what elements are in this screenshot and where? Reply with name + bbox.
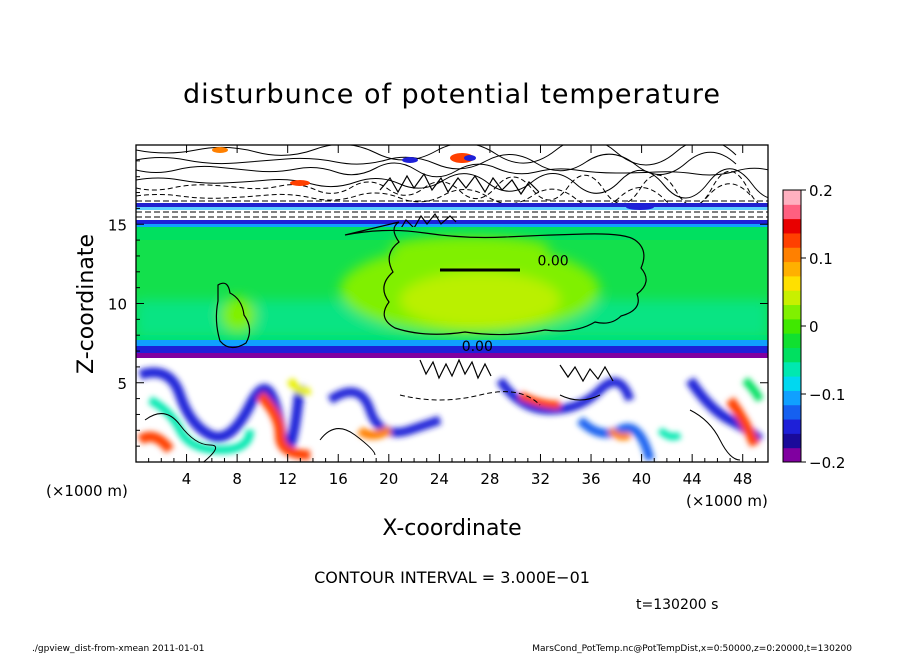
x-axis: 4 8 12 16 20 24 28 32 36 40 44 48 bbox=[148, 145, 756, 488]
colorbar-segment bbox=[783, 190, 801, 205]
colorbar-tick-label: 0.2 bbox=[809, 182, 833, 200]
footer-right: MarsCond_PotTemp.nc@PotTempDist,x=0:5000… bbox=[532, 644, 852, 654]
y-tick-label: 5 bbox=[117, 375, 127, 393]
colorbar-tick-label: −0.2 bbox=[809, 454, 845, 472]
colorbar-segment bbox=[783, 390, 801, 406]
x-tick-label: 20 bbox=[379, 470, 398, 488]
contour-label: 0.00 bbox=[462, 339, 493, 355]
contour-interval: CONTOUR INTERVAL = 3.000E−01 bbox=[314, 568, 590, 587]
y-axis: 5 10 15 bbox=[108, 160, 768, 447]
colorbar bbox=[782, 189, 802, 463]
colorbar-segment bbox=[783, 290, 801, 306]
colorbar-segment bbox=[783, 376, 801, 391]
contour-labels: 0.00 0.00 bbox=[462, 253, 569, 355]
colorbar-tick-label: 0.1 bbox=[809, 250, 833, 268]
colorbar-segment bbox=[783, 361, 801, 377]
colorbar-segment bbox=[783, 333, 801, 348]
colorbar-tick-label: −0.1 bbox=[809, 386, 845, 404]
colorbar-segment bbox=[783, 347, 801, 363]
heatmap-field bbox=[136, 145, 768, 462]
x-tick-label: 8 bbox=[232, 470, 242, 488]
footer-left: ./gpview_dist-from-xmean 2011-01-01 bbox=[32, 644, 204, 654]
x-tick-label: 4 bbox=[182, 470, 192, 488]
colorbar-segment bbox=[783, 419, 801, 434]
colorbar-segment bbox=[783, 304, 801, 320]
colorbar-segment bbox=[783, 218, 801, 234]
x-unit-left: (×1000 m) bbox=[46, 482, 128, 500]
colorbar-segment bbox=[783, 433, 801, 449]
x-tick-label: 16 bbox=[329, 470, 348, 488]
x-tick-label: 32 bbox=[531, 470, 550, 488]
y-tick-label: 10 bbox=[108, 296, 127, 314]
colorbar-segment bbox=[783, 275, 801, 291]
x-tick-label: 48 bbox=[733, 470, 752, 488]
colorbar-segment bbox=[783, 232, 801, 248]
y-tick-label: 15 bbox=[108, 216, 127, 234]
x-tick-label: 24 bbox=[430, 470, 449, 488]
colorbar-ticks: 0.2 0.1 0 −0.1 −0.2 bbox=[801, 182, 845, 472]
zero-contour-central bbox=[344, 221, 647, 336]
x-tick-label: 12 bbox=[278, 470, 297, 488]
colorbar-segment bbox=[783, 204, 801, 220]
colorbar-segment bbox=[783, 404, 801, 420]
colorbar-segment bbox=[783, 247, 801, 263]
x-tick-label: 28 bbox=[480, 470, 499, 488]
upper-contour-noise bbox=[136, 145, 768, 231]
y-axis-label: Z-coordinate bbox=[74, 234, 99, 374]
colorbar-segment bbox=[783, 318, 801, 334]
chart-title: disturbunce of potential temperature bbox=[183, 79, 721, 110]
contour-label: 0.00 bbox=[538, 253, 569, 269]
x-unit-right: (×1000 m) bbox=[686, 492, 768, 510]
colorbar-tick-label: 0 bbox=[809, 318, 819, 336]
time-label: t=130200 s bbox=[636, 597, 718, 613]
x-axis-label: X-coordinate bbox=[382, 516, 521, 541]
colorbar-segment bbox=[783, 447, 801, 463]
x-tick-label: 36 bbox=[581, 470, 600, 488]
x-tick-label: 44 bbox=[683, 470, 702, 488]
colorbar-segment bbox=[783, 261, 801, 277]
x-tick-label: 40 bbox=[632, 470, 651, 488]
lower-turbulence bbox=[137, 358, 764, 462]
